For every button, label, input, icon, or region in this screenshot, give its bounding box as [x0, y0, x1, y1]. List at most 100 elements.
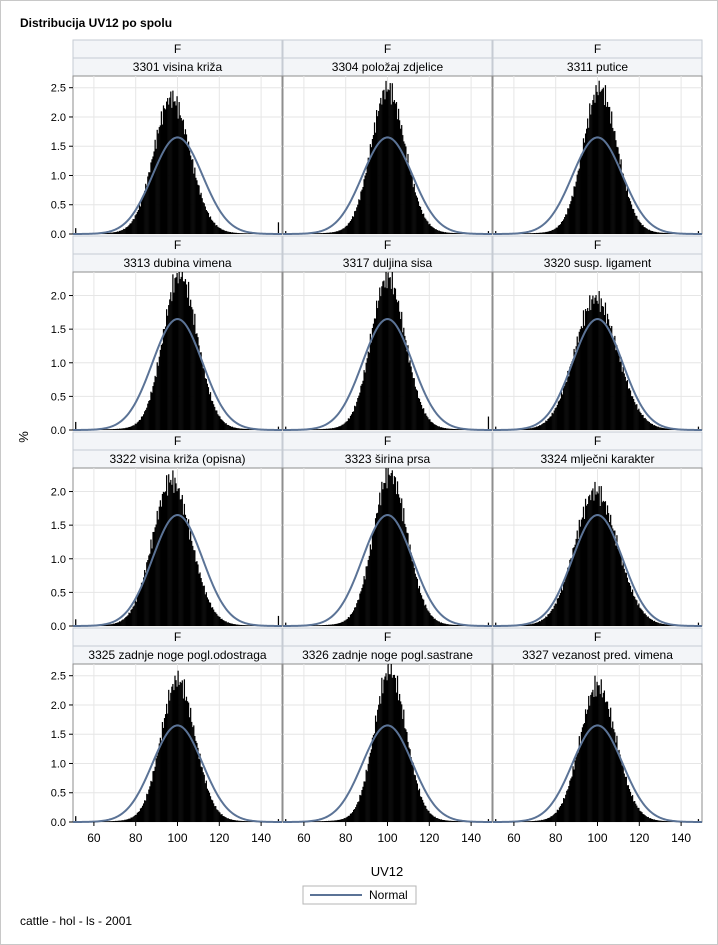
histogram-bar: [660, 427, 662, 430]
histogram-bar: [619, 164, 621, 234]
histogram-bar: [211, 220, 214, 234]
histogram-bar: [277, 615, 280, 626]
histogram-bar: [658, 820, 660, 822]
histogram-bar: [406, 160, 408, 234]
histogram-bar: [456, 821, 458, 822]
histogram-bar: [387, 272, 389, 430]
histogram-bar: [538, 820, 541, 822]
histogram-bar: [139, 206, 142, 234]
histogram-bar: [659, 820, 661, 822]
histogram-bar: [185, 284, 188, 430]
histogram-bar: [227, 231, 229, 234]
histogram-bar: [612, 127, 614, 234]
histogram-bar: [105, 821, 107, 822]
histogram-bar: [564, 217, 566, 234]
histogram-bar: [606, 101, 609, 234]
histogram-bar: [213, 404, 215, 430]
histogram-bar: [376, 721, 378, 822]
histogram-bar: [428, 611, 430, 626]
histogram-bar: [423, 408, 425, 430]
histogram-bar: [105, 233, 107, 234]
histogram-bar: [221, 229, 223, 234]
histogram-bar: [317, 233, 319, 234]
histogram-bar: [120, 621, 122, 626]
histogram-bar: [120, 428, 122, 430]
histogram-bar: [607, 513, 610, 626]
histogram-bar: [536, 232, 539, 234]
histogram-bar: [542, 423, 544, 430]
histogram-bar: [447, 820, 449, 822]
y-tick-label: 2.0: [51, 291, 66, 303]
histogram-bar: [353, 216, 355, 234]
histogram-bar: [152, 156, 154, 234]
histogram-bar: [387, 664, 389, 822]
histogram-bar: [618, 153, 620, 234]
histogram-bar: [451, 624, 453, 626]
histogram-bar: [544, 232, 546, 234]
histogram-bar: [114, 820, 117, 822]
histogram-bar: [191, 159, 193, 234]
histogram-bar: [554, 408, 556, 430]
histogram-bar: [134, 600, 136, 626]
histogram-bar: [147, 403, 149, 430]
histogram-bar: [652, 621, 655, 626]
histogram-bar: [584, 498, 587, 626]
histogram-bar: [233, 820, 236, 822]
histogram-bar: [370, 342, 373, 430]
histogram-bar: [367, 763, 369, 822]
histogram-bar: [536, 426, 539, 430]
histogram-bar: [167, 713, 169, 822]
histogram-bar: [233, 232, 236, 234]
histogram-bar: [414, 775, 416, 822]
histogram-bar: [429, 223, 431, 234]
histogram-bar: [184, 279, 187, 430]
histogram-bar: [418, 398, 421, 430]
histogram-bar: [406, 532, 408, 626]
histogram-bar: [122, 229, 124, 234]
histogram-bar: [386, 288, 388, 430]
histogram-bar: [433, 424, 435, 430]
histogram-bar: [161, 124, 164, 234]
histogram-bar: [408, 548, 410, 626]
histogram-bar: [115, 820, 118, 822]
histogram-bar: [495, 426, 497, 430]
histogram-bar: [353, 610, 355, 626]
histogram-bar: [393, 100, 396, 235]
histogram-bar: [195, 177, 197, 234]
histogram-bar: [225, 423, 227, 430]
histogram-bar: [556, 809, 558, 822]
histogram-bar: [177, 488, 179, 626]
histogram-bar: [246, 429, 248, 430]
histogram-bar: [236, 820, 238, 822]
histogram-bar: [246, 821, 248, 822]
histogram-bar: [113, 429, 115, 430]
histogram-bar: [566, 790, 568, 822]
histogram-bar: [419, 206, 422, 234]
histogram-bar: [374, 132, 377, 234]
histogram-bar: [319, 821, 321, 822]
histogram-bar: [343, 818, 345, 822]
histogram-bar: [358, 801, 360, 822]
histogram-bar: [553, 229, 555, 234]
histogram-bar: [591, 104, 593, 234]
histogram-bar: [587, 308, 589, 430]
histogram-bar: [351, 612, 354, 626]
histogram-bar: [401, 311, 403, 430]
histogram-bar: [175, 483, 177, 626]
histogram-bar: [411, 176, 413, 234]
histogram-bar: [357, 802, 359, 822]
histogram-bar: [613, 131, 615, 234]
histogram-bar: [627, 785, 630, 822]
histogram-bar: [384, 483, 386, 626]
histogram-bar: [344, 620, 346, 626]
histogram-bar: [598, 80, 600, 234]
histogram-bar: [610, 123, 612, 234]
histogram-bar: [137, 593, 140, 626]
histogram-bar: [631, 589, 634, 626]
histogram-bar: [128, 225, 130, 234]
histogram-bar: [430, 615, 432, 626]
histogram-bar: [666, 624, 668, 626]
histogram-bar: [620, 159, 622, 234]
histogram-bar: [325, 428, 328, 430]
